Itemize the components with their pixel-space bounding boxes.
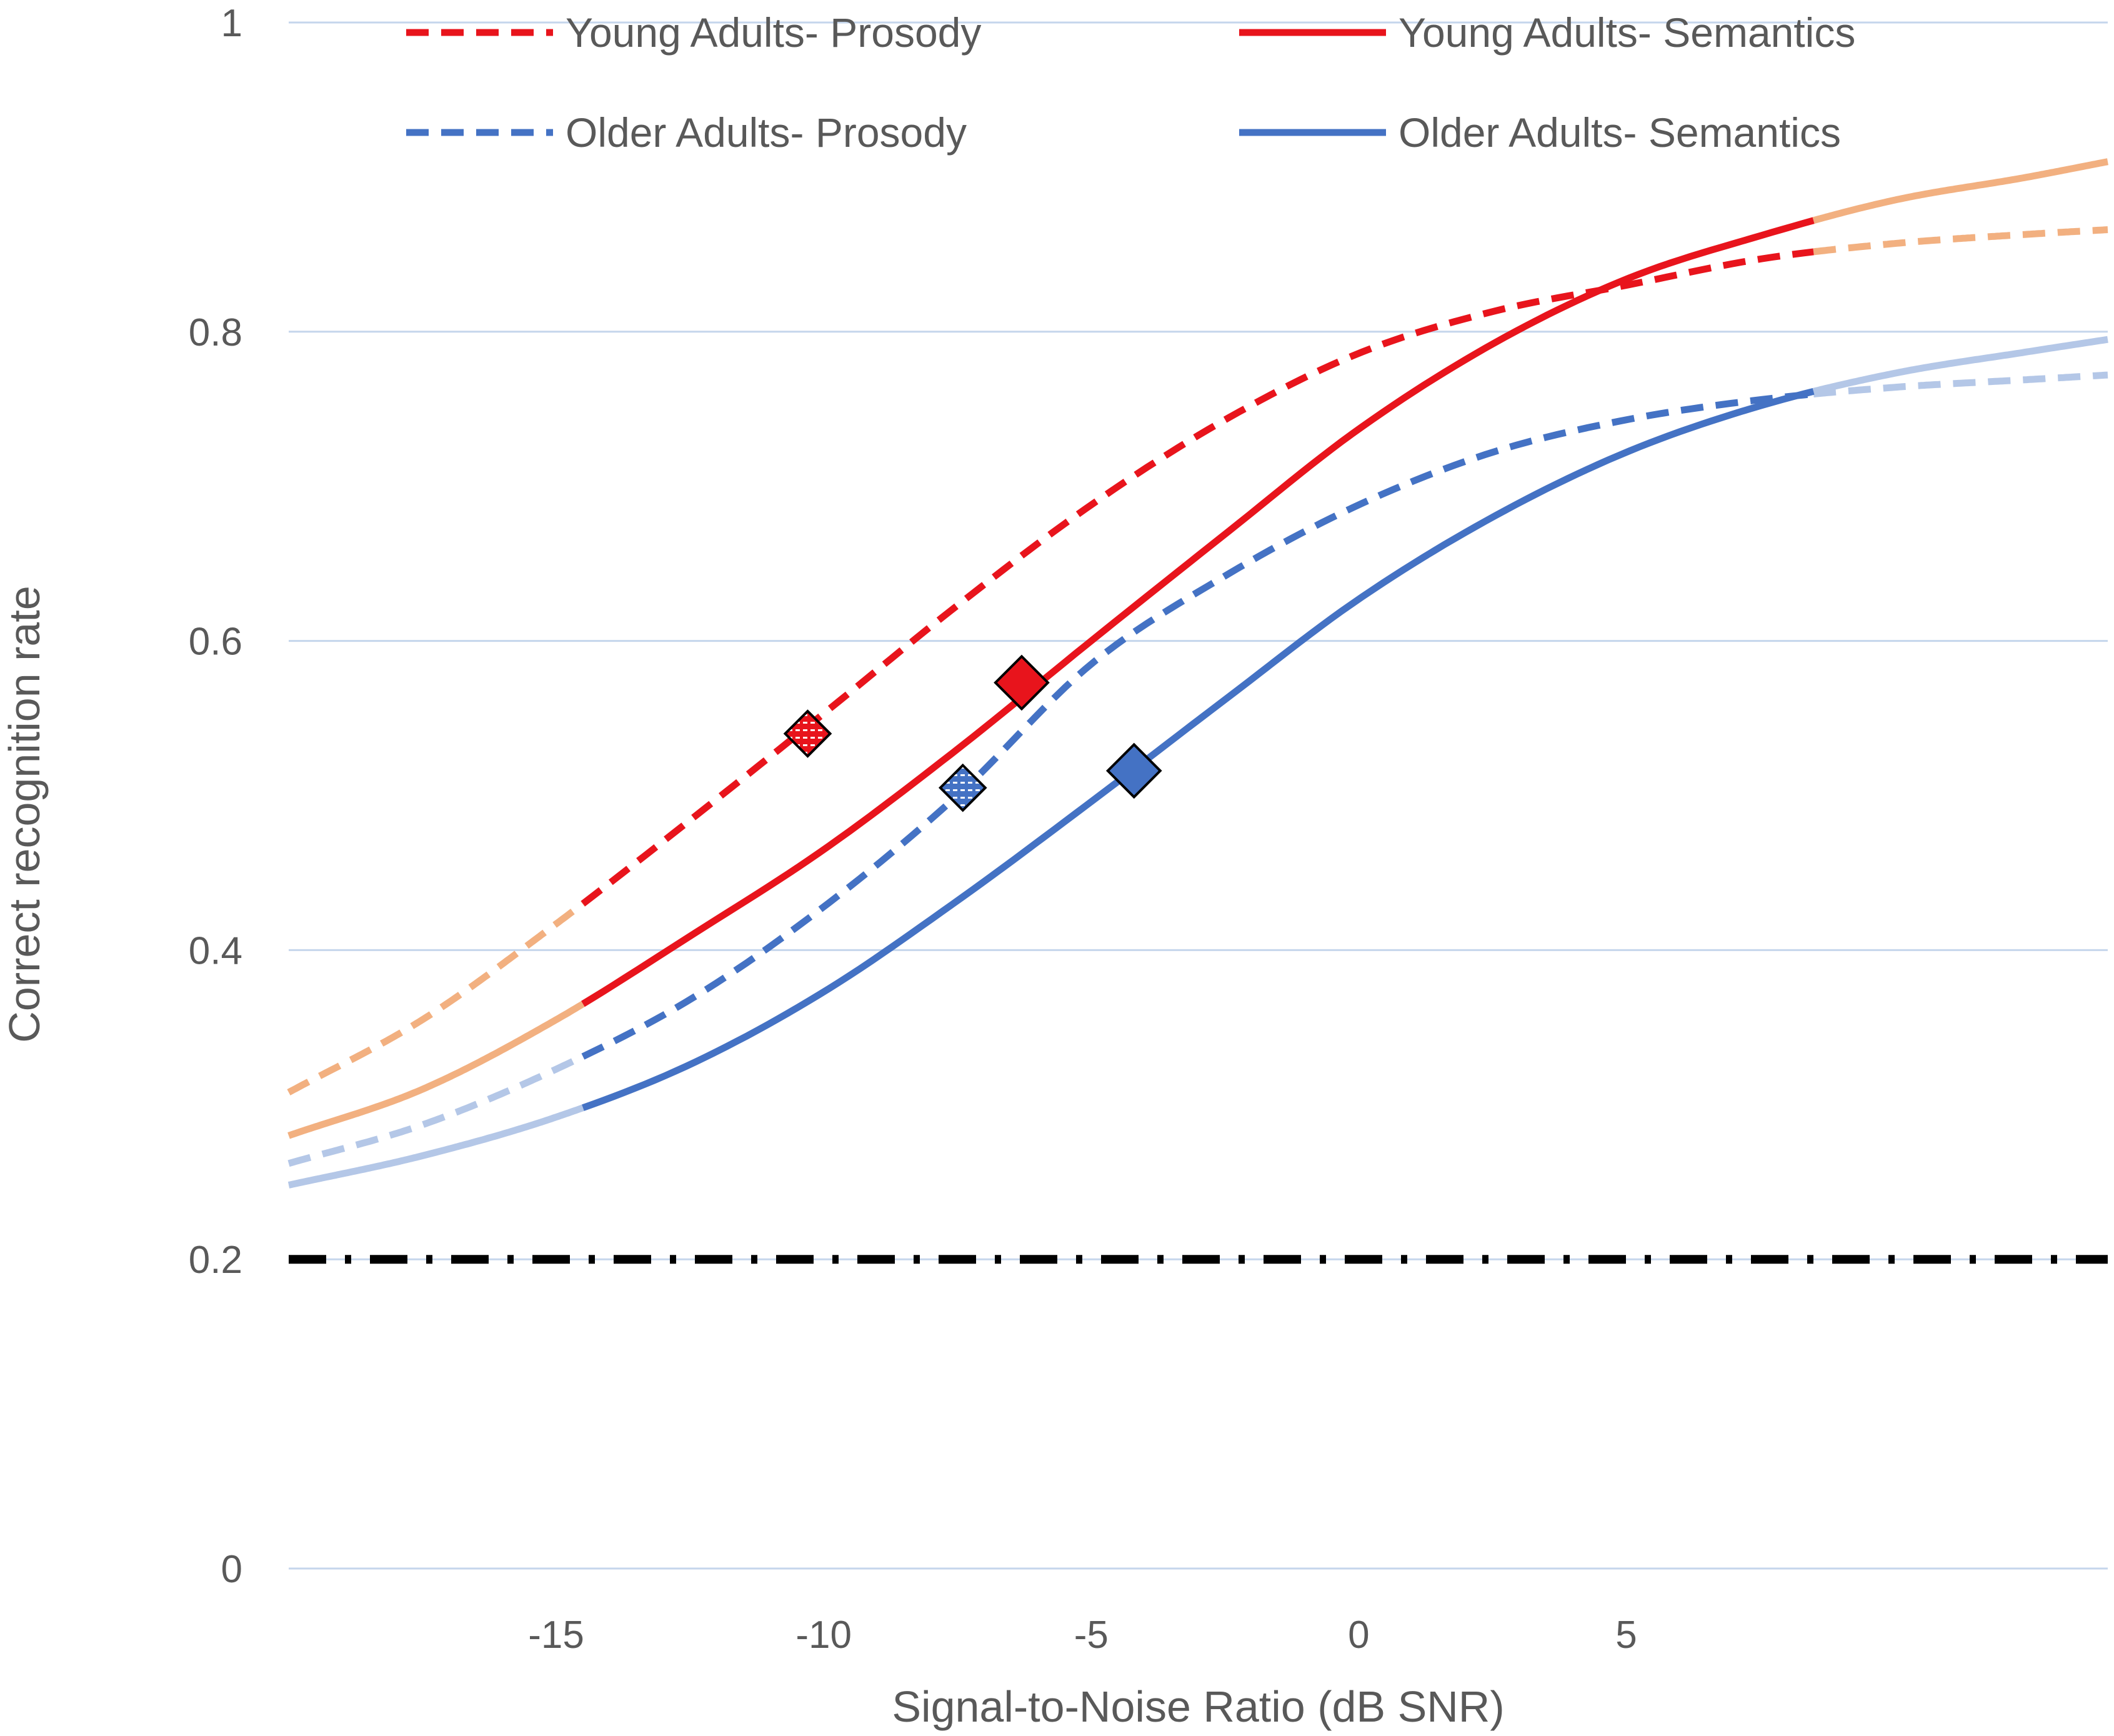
x-tick-label-1: -10 xyxy=(795,1614,852,1657)
marker-young-semantics xyxy=(994,654,1050,711)
tick-labels: 0 0.2 0.4 0.6 0.8 1 -15 -10 -5 0 5 xyxy=(189,2,1637,1657)
x-axis-title: Signal-to-Noise Ratio (dB SNR) xyxy=(892,1682,1504,1731)
legend-item-young-prosody: Young Adults- Prosody xyxy=(406,9,981,56)
y-tick-label-3: 0.6 xyxy=(189,621,242,664)
marker-young-prosody xyxy=(783,709,832,758)
marker-older-semantics xyxy=(1105,742,1162,799)
legend-label-young-semantics: Young Adults- Semantics xyxy=(1399,9,1855,56)
series-older-semantics-extrapolated-low xyxy=(287,1104,584,1189)
y-tick-label-5: 1 xyxy=(221,2,242,45)
series-older-semantics-extrapolated-high xyxy=(1812,336,2108,395)
x-tick-label-4: 5 xyxy=(1615,1614,1637,1657)
series-young-prosody-extrapolated-high xyxy=(1813,226,2108,256)
y-tick-label-0: 0 xyxy=(221,1548,242,1591)
y-tick-label-2: 0.4 xyxy=(189,929,242,972)
series-older-semantics xyxy=(582,387,1815,1111)
series-young-prosody-extrapolated-low xyxy=(287,900,586,1095)
marker-older-prosody xyxy=(938,763,987,812)
gridlines xyxy=(289,21,2108,1570)
x-tick-label-0: -15 xyxy=(528,1614,584,1657)
legend-label-older-semantics: Older Adults- Semantics xyxy=(1399,109,1841,156)
series-young-semantics xyxy=(581,217,1815,1007)
x-tick-label-3: 0 xyxy=(1348,1614,1369,1657)
series-older-prosody xyxy=(581,391,1814,1060)
legend-item-older-semantics: Older Adults- Semantics xyxy=(1239,109,1841,156)
y-tick-label-4: 0.8 xyxy=(189,311,242,354)
series-lines xyxy=(287,158,2108,1189)
legend-item-young-semantics: Young Adults- Semantics xyxy=(1239,9,1855,56)
y-axis-title: Correct recognition rate xyxy=(0,586,49,1042)
legend-label-older-prosody: Older Adults- Prosody xyxy=(566,109,967,156)
series-young-prosody xyxy=(581,248,1814,907)
threshold-markers xyxy=(783,654,1162,812)
series-young-semantics-extrapolated-low xyxy=(287,1000,585,1139)
y-tick-label-1: 0.2 xyxy=(189,1239,242,1282)
legend: Young Adults- Prosody Young Adults- Sema… xyxy=(406,9,1855,156)
legend-label-young-prosody: Young Adults- Prosody xyxy=(566,9,981,56)
x-tick-label-2: -5 xyxy=(1074,1614,1109,1657)
series-older-prosody-extrapolated-high xyxy=(1813,371,2108,397)
series-older-prosody-extrapolated-low xyxy=(287,1053,585,1167)
legend-item-older-prosody: Older Adults- Prosody xyxy=(406,109,967,156)
series-young-semantics-extrapolated-high xyxy=(1812,158,2108,224)
